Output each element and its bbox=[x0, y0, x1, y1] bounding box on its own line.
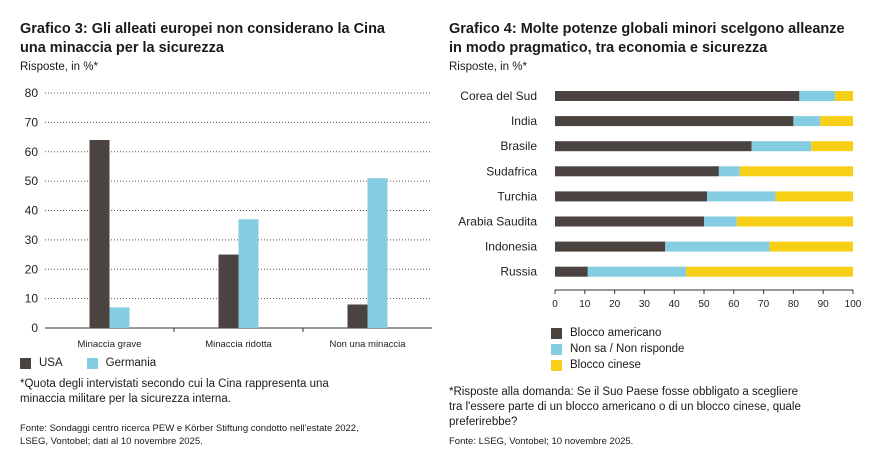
left-legend: USA Germania bbox=[20, 355, 156, 371]
y-tick-label: 20 bbox=[25, 262, 39, 276]
left-chart-title: Grafico 3: Gli alleati europei non consi… bbox=[20, 20, 385, 58]
blocco-americano-swatch bbox=[551, 327, 562, 339]
bar-usa-3 bbox=[347, 304, 368, 328]
bar-segment-3-5 bbox=[775, 191, 853, 202]
bar-segment-2-1 bbox=[799, 91, 836, 101]
y-category-label: Indonesia bbox=[485, 240, 537, 254]
non-sa-swatch bbox=[551, 343, 562, 355]
x-tick-label: 20 bbox=[609, 299, 621, 310]
left-source: Fonte: Sondaggi centro ricerca PEW e Kör… bbox=[20, 422, 359, 448]
left-note-line2: minaccia militare per la sicurezza inter… bbox=[20, 393, 231, 405]
legend-label-blocco-americano: Blocco americano bbox=[570, 327, 662, 339]
y-tick-label: 0 bbox=[31, 321, 38, 335]
left-title-line1: Grafico 3: Gli alleati europei non consi… bbox=[20, 21, 385, 37]
y-category-label: Turchia bbox=[497, 189, 537, 203]
usa-swatch bbox=[20, 357, 31, 369]
bar-segment-2-3 bbox=[751, 141, 812, 152]
left-note-line1: *Quota degli intervistati secondo cui la… bbox=[20, 378, 329, 390]
bar-segment-1-1 bbox=[555, 91, 800, 101]
x-tick-label: 10 bbox=[579, 299, 591, 310]
x-tick-label: 70 bbox=[758, 299, 770, 310]
x-tick-label: 40 bbox=[669, 299, 681, 310]
left-title-line2: una minaccia per la sicurezza bbox=[20, 40, 224, 56]
y-category-label: India bbox=[511, 114, 537, 128]
right-note-line1: *Risposte alla domanda: Se il Suo Paese … bbox=[449, 386, 799, 398]
right-note-line2: tra l'essere parte di un blocco american… bbox=[449, 401, 801, 413]
x-tick-label: Non una minaccia bbox=[329, 339, 406, 350]
bar-segment-2-2 bbox=[793, 116, 821, 127]
x-tick-label: 0 bbox=[552, 299, 558, 310]
x-tick-label: 60 bbox=[728, 299, 740, 310]
x-tick-label: 80 bbox=[788, 299, 800, 310]
right-note-line3: preferirebbe? bbox=[449, 416, 518, 428]
legend-label-non-sa: Non sa / Non risponde bbox=[570, 343, 685, 355]
left-source-line2: LSEG, Vontobel; dati al 10 novembre 2025… bbox=[20, 436, 203, 447]
y-category-label: Brasile bbox=[500, 139, 537, 153]
legend-item-blocco-cinese: Blocco cinese bbox=[551, 357, 684, 373]
bar-segment-3-8 bbox=[686, 266, 853, 277]
bar-segment-2-4 bbox=[718, 166, 740, 177]
bar-germania-3 bbox=[367, 178, 388, 328]
right-chart-title: Grafico 4: Molte potenze globali minori … bbox=[449, 20, 845, 58]
bar-segment-2-7 bbox=[665, 241, 770, 252]
x-tick-label: 100 bbox=[845, 299, 862, 310]
bar-usa-1 bbox=[89, 140, 110, 328]
right-unit-label: Risposte, in %* bbox=[449, 61, 527, 73]
legend-item-germania: Germania bbox=[86, 355, 157, 371]
y-tick-label: 70 bbox=[25, 115, 39, 129]
bar-germania-2 bbox=[238, 219, 259, 328]
bar-segment-3-3 bbox=[811, 141, 853, 152]
bar-segment-1-5 bbox=[555, 191, 707, 202]
bar-segment-3-4 bbox=[739, 166, 853, 177]
x-tick-label: 30 bbox=[639, 299, 651, 310]
y-category-label: Corea del Sud bbox=[460, 89, 537, 103]
x-tick-label: 90 bbox=[818, 299, 830, 310]
bar-segment-3-1 bbox=[835, 91, 853, 101]
bar-segment-1-7 bbox=[555, 241, 666, 252]
bar-segment-3-6 bbox=[736, 216, 853, 227]
y-tick-label: 60 bbox=[25, 145, 39, 159]
bar-segment-1-6 bbox=[555, 216, 704, 227]
right-title-line2: in modo pragmatico, tra economia e sicur… bbox=[449, 40, 768, 56]
y-category-label: Arabia Saudita bbox=[458, 215, 537, 229]
left-source-line1: Fonte: Sondaggi centro ricerca PEW e Kör… bbox=[20, 423, 359, 434]
y-tick-label: 30 bbox=[25, 233, 39, 247]
legend-label-germania: Germania bbox=[105, 357, 157, 369]
y-tick-label: 50 bbox=[25, 174, 39, 188]
bar-segment-3-2 bbox=[820, 116, 853, 127]
bar-usa-2 bbox=[218, 254, 239, 328]
legend-item-usa: USA bbox=[20, 355, 63, 371]
right-stacked-bar-chart: Corea del Sud India Brasile Sudafrica Turchi… bbox=[458, 89, 862, 310]
legend-item-blocco-americano: Blocco americano bbox=[551, 325, 684, 341]
bar-segment-1-4 bbox=[555, 166, 719, 177]
legend-item-non-sa: Non sa / Non risponde bbox=[551, 341, 684, 357]
x-tick-label: 50 bbox=[698, 299, 710, 310]
x-tick-label: Minaccia grave bbox=[78, 339, 142, 350]
y-tick-label: 80 bbox=[25, 86, 39, 100]
bar-segment-1-3 bbox=[555, 141, 752, 152]
right-source: Fonte: LSEG, Vontobel; 10 novembre 2025. bbox=[449, 436, 634, 447]
bar-segment-3-7 bbox=[769, 241, 853, 252]
y-category-label: Sudafrica bbox=[486, 164, 537, 178]
bar-germania-1 bbox=[109, 307, 130, 328]
bar-segment-1-8 bbox=[555, 266, 588, 277]
right-title-line1: Grafico 4: Molte potenze globali minori … bbox=[449, 21, 845, 37]
x-tick-label: Minaccia ridotta bbox=[205, 339, 272, 350]
bar-segment-2-8 bbox=[587, 266, 687, 277]
bar-segment-1-2 bbox=[555, 116, 794, 127]
y-tick-label: 10 bbox=[25, 292, 39, 306]
right-legend: Blocco americano Non sa / Non risponde B… bbox=[551, 325, 684, 373]
bar-segment-2-5 bbox=[706, 191, 776, 202]
bar-segment-2-6 bbox=[704, 216, 737, 227]
legend-label-usa: USA bbox=[39, 357, 63, 369]
right-footnote: *Risposte alla domanda: Se il Suo Paese … bbox=[449, 385, 801, 430]
left-footnote: *Quota degli intervistati secondo cui la… bbox=[20, 377, 329, 407]
germania-swatch bbox=[86, 357, 98, 369]
blocco-cinese-swatch bbox=[551, 359, 562, 371]
left-bar-chart: 0 10 20 30 40 50 60 70 80 Minaccia grave Minaccia … bbox=[25, 86, 432, 350]
legend-label-blocco-cinese: Blocco cinese bbox=[570, 359, 641, 371]
y-tick-label: 40 bbox=[25, 204, 39, 218]
y-category-label: Russia bbox=[500, 265, 537, 279]
left-unit-label: Risposte, in %* bbox=[20, 61, 98, 73]
